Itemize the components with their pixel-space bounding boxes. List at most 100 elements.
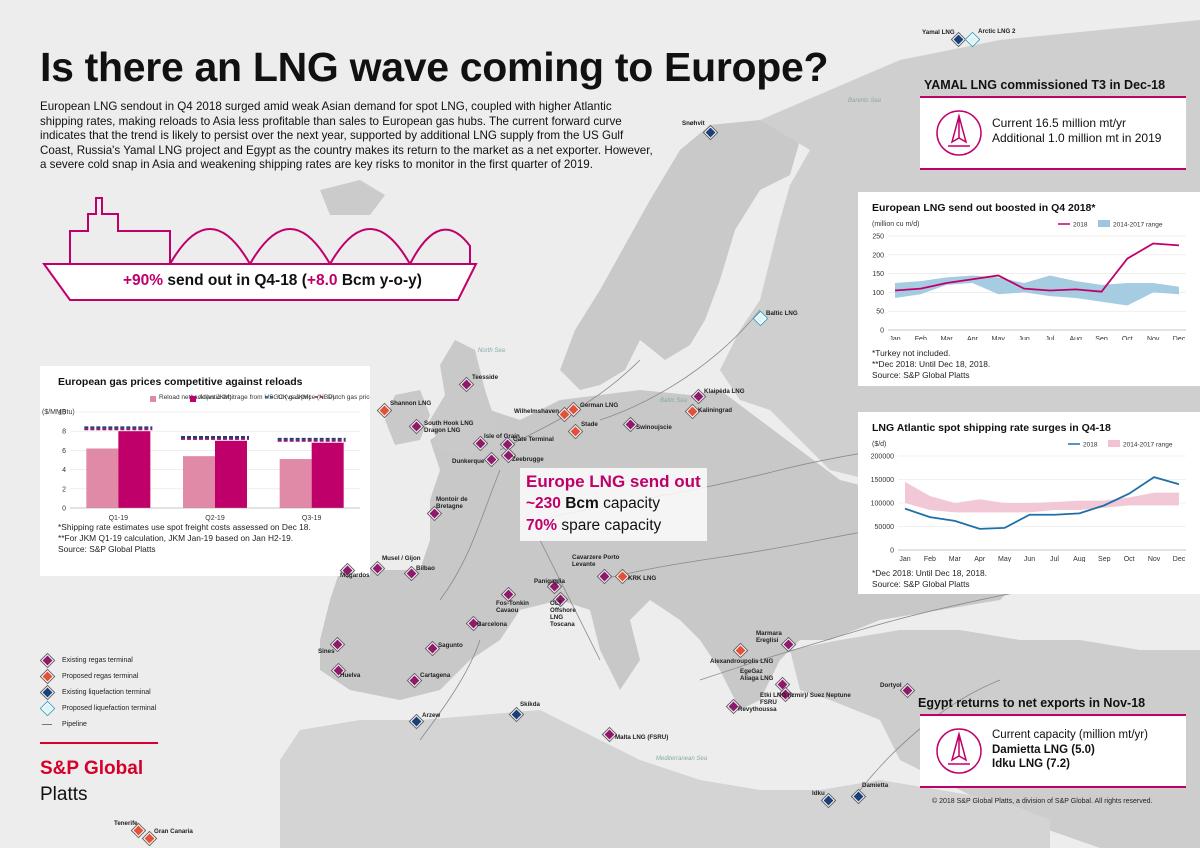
terminal-label: Cavarzere Porto Levante [572,554,620,568]
legend-existing-regas: Existing regas terminal [40,652,156,668]
callout-cap-unit: Bcm [560,495,599,512]
page-title: Is there an LNG wave coming to Europe? [40,44,829,90]
chart2-xtick: Dec [1173,336,1186,340]
chart2-note-1: *Turkey not included. [872,348,951,358]
callout-capacity: ~230 Bcm capacity [526,493,701,515]
terminal-label: Gran Canaria [154,828,193,835]
chart-gas-prices-panel: European gas prices competitive against … [40,366,370,576]
chart2-xtick: Oct [1122,336,1133,340]
sendout-pct: +90% [123,272,164,289]
existing-liquefaction-icon [41,685,54,699]
terminal-label: Arzew [422,712,441,719]
chart3-xtick: Feb [924,556,936,562]
chart2-xtick: Jul [1045,336,1054,340]
map-legend: Existing regas terminal Proposed regas t… [40,652,156,732]
terminal-label: EgeGaz Aliaga LNG [740,668,774,682]
terminal-label: Cartagena [420,672,451,679]
chart2-series-line [894,242,1180,293]
chart3-ytick: 150000 [871,477,894,484]
terminal-label: Marmara Ereglisi [756,630,782,644]
chart2-note-3: Source: S&P Global Platts [872,370,970,380]
terminal-label: German LNG [580,402,619,409]
chart-shipping-panel: LNG Atlantic spot shipping rate surges i… [858,412,1200,594]
legend-proposed-regas: Proposed regas terminal [40,668,156,684]
callout-title: Europe LNG send out [526,472,701,491]
callout-cap-text: capacity [598,495,660,512]
lng-ship-graphic [42,197,478,301]
chart2-legend-label: 2014-2017 range [1113,222,1163,229]
terminal-label: Montoir de Bretagne [436,496,468,510]
chart3-range-band [905,481,1179,513]
terminal-label: Zeebrugge [512,456,544,463]
chart2-xtick: Feb [915,336,927,340]
sendout-end: Bcm y-o-y) [337,272,422,289]
terminal-label: Alexandroupolis LNG [710,658,774,665]
land-iceland [320,180,385,215]
sea-med: Mediterranean Sea [656,756,708,762]
terminal-label: Snøhvit [682,120,705,127]
chart1-ylabel: ($/MMBtu) [42,409,75,416]
chart1-bar [183,456,215,508]
terminal-label: Gate Terminal [513,436,554,443]
egypt-title: Egypt returns to net exports in Nov-18 [918,696,1146,710]
terminal-label: Malta LNG (FSRU) [615,734,669,741]
egypt-line-1: Current capacity (million mt/yr) [992,729,1148,741]
chart2-xtick: Jan [889,336,900,340]
chart2-notes: *Turkey not included. **Dec 2018: Until … [872,348,1192,381]
legend-label: Existing liquefaction terminal [62,688,151,696]
chart3-note-1: *Dec 2018: Until Dec 18, 2018. [872,568,987,578]
chart3-ytick: 100000 [871,501,894,508]
terminal-label: Skikda [520,701,540,708]
chart3-xtick: Apr [974,556,986,562]
chart1-ytick: 2 [62,486,66,493]
chart2-xtick: May [992,336,1006,340]
chart1-bar [86,448,119,508]
chart1-bar [311,442,344,508]
chart3-xtick: Nov [1148,556,1161,562]
terminal-label: Barcelona [477,621,507,628]
chart1-bar [279,459,312,508]
land-scandinavia [560,120,800,390]
yamal-line-2: Additional 1.0 million mt in 2019 [992,131,1162,145]
chart2-xtick: Apr [967,336,979,340]
chart-sendout-panel: European LNG send out boosted in Q4 2018… [858,192,1200,386]
legend-proposed-liq: Proposed liquefaction terminal [40,700,156,716]
chart1-ytick: 6 [62,448,66,455]
chart2-legend-swatch [1098,220,1110,227]
terminal-label: Bilbao [416,565,435,572]
terminal-label: Huelva [340,672,361,679]
chart3-xtick: Dec [1173,556,1186,562]
terminal-label: Kaliningrad [698,407,733,414]
chart2-xtick: Sep [1095,336,1108,340]
legend-label: Pipeline [62,720,87,728]
terminal-label: Isle of Grain [484,433,520,440]
chart1-title: European gas prices competitive against … [58,376,303,388]
lng-tank-icon [936,728,982,774]
legend-label: Existing regas terminal [62,656,133,664]
europe-sendout-callout: Europe LNG send out ~230 Bcm capacity 70… [520,468,707,541]
brand-logo: S&P Global [40,758,144,779]
terminal-label: Dortyol [880,682,902,689]
terminal-label: Revythoussa [738,706,777,713]
proposed-regas-icon [41,669,54,683]
chart3-xtick: Oct [1124,556,1135,562]
terminal-label: Arctic LNG 2 [978,28,1016,35]
terminal-label: OLT Offshore LNG Toscana [550,600,576,628]
egypt-line-2: Damietta LNG (5.0) [992,743,1095,756]
terminal-label: Panigaglia [534,578,565,585]
proposed-liquefaction-icon [41,701,54,715]
terminal-label: Sines [318,648,335,655]
terminal-label: Yamal LNG [922,29,955,36]
terminal-label: Dunkerque [452,458,485,465]
chart3-xtick: Jul [1050,556,1059,562]
chart3-xtick: Jan [899,556,910,562]
chart3-xtick: Sep [1098,556,1111,562]
chart2-note-2: **Dec 2018: Until Dec 18, 2018. [872,359,991,369]
chart1-legend-swatch [190,396,196,402]
chart2-ylabel: (million cu m/d) [872,221,919,228]
chart1-legend-swatch [150,396,156,402]
chart1-note-1: *Shipping rate estimates use spot freigh… [58,522,311,532]
sendout-bcm: +8.0 [306,272,338,289]
existing-regas-icon [41,653,54,667]
